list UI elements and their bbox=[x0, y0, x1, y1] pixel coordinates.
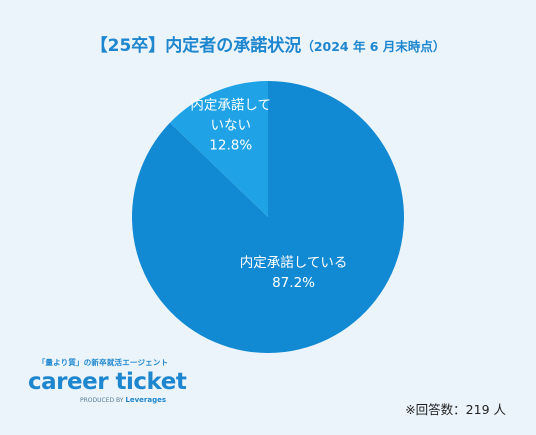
produced-by-label: PRODUCED BY bbox=[79, 397, 124, 404]
brand-tagline: 「量より質」の新卒就活エージェント bbox=[37, 358, 169, 367]
chart-title-sub: （2024 年 6 月末時点） bbox=[301, 39, 446, 54]
slice-label-2: 内定承諾していない 12.8% bbox=[190, 97, 271, 153]
respondent-count-note: ※回答数：219 人 bbox=[405, 402, 506, 417]
career-ticket-logo: 「量より質」の新卒就活エージェント career ticket PRODUCED… bbox=[28, 357, 187, 404]
slice-value-1: 87.2% bbox=[272, 275, 315, 291]
slice-name-2: 内定承諾して bbox=[190, 97, 271, 113]
pie-slice-2 bbox=[170, 81, 268, 217]
chart-title-main: 【25卒】内定者の承諾状況 bbox=[90, 36, 302, 56]
slice-name-1: 内定承諾している bbox=[240, 255, 348, 271]
slice-name-2: いない bbox=[210, 117, 251, 133]
brand-logo-text: career ticket bbox=[28, 369, 187, 395]
chart-title: 【25卒】内定者の承諾状況（2024 年 6 月末時点） bbox=[0, 31, 536, 56]
produced-by-company: Leverages bbox=[125, 396, 166, 404]
slice-value-2: 12.8% bbox=[209, 137, 252, 153]
brand-produced-by: PRODUCED BY Leverages bbox=[28, 396, 178, 404]
slice-label-1: 内定承諾している 87.2% bbox=[240, 255, 348, 291]
